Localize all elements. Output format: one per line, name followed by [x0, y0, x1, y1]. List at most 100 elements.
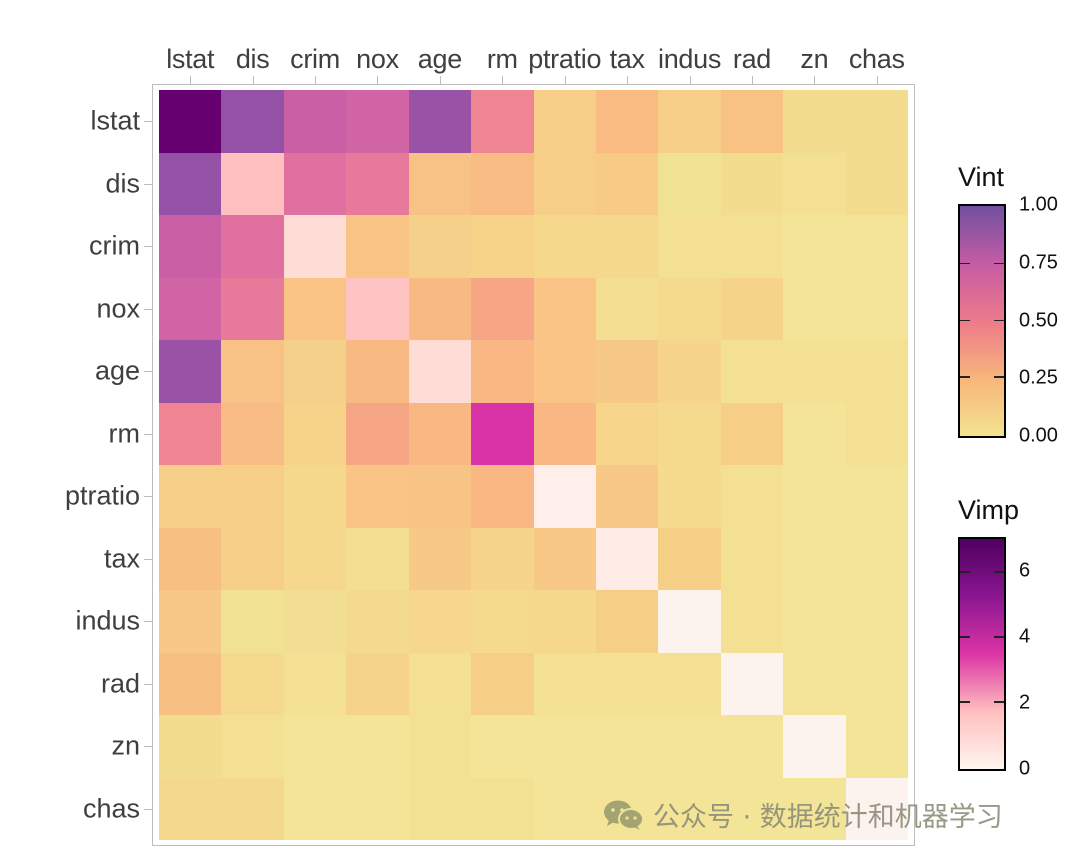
heatmap-cell [720, 777, 784, 840]
y-tick-label: tax [103, 543, 140, 574]
heatmap-cell [346, 215, 409, 278]
heatmap-cell [533, 652, 596, 715]
colorbar-tick-mark [960, 636, 970, 638]
heatmap-cell-diagonal [533, 465, 596, 528]
heatmap-cell [783, 340, 846, 403]
colorbar-tick-mark [960, 571, 970, 573]
y-tick-label: dis [105, 168, 140, 199]
heatmap-cell [533, 340, 596, 403]
y-tick-mark [144, 621, 152, 623]
x-tick-label: ptratio [528, 44, 602, 74]
heatmap-cell [783, 152, 846, 215]
heatmap-cell [720, 715, 784, 778]
colorbar-tick-label: 0.50 [1019, 309, 1058, 331]
legend-vint-title: Vint [958, 162, 1005, 192]
y-tick-mark [144, 308, 152, 310]
colorbar-tick-mark [994, 701, 1004, 703]
x-tick-label: dis [235, 44, 270, 74]
heatmap-cell [471, 715, 534, 778]
x-tick-label: crim [290, 44, 340, 74]
colorbar-tick-label: 0 [1019, 757, 1031, 780]
heatmap-cell [471, 340, 534, 403]
legend-vimp-colorbar [958, 537, 1006, 771]
colorbar-tick-label: 6 [1019, 559, 1031, 582]
heatmap-cell [221, 277, 284, 340]
heatmap-cell [658, 715, 721, 778]
heatmap-cell [283, 90, 347, 153]
x-tick-mark [876, 76, 878, 84]
heatmap-cell [221, 402, 284, 465]
heatmap-grid [159, 90, 908, 840]
heatmap-cell [845, 590, 908, 653]
heatmap-cell [658, 402, 721, 465]
heatmap-cell [595, 215, 659, 278]
colorbar-tick-label: 2 [1019, 691, 1031, 714]
heatmap-cell [221, 590, 284, 653]
heatmap-cell [658, 527, 721, 590]
heatmap-cell [408, 152, 472, 215]
x-tick-label: zn [800, 44, 829, 74]
heatmap-cell [533, 590, 596, 653]
heatmap-cell [595, 402, 659, 465]
heatmap-cell [221, 527, 284, 590]
y-tick-label: rad [100, 668, 140, 699]
x-tick-mark [315, 76, 317, 84]
heatmap-cell [159, 340, 222, 403]
heatmap-cell-diagonal [283, 215, 347, 278]
heatmap-cell [346, 590, 409, 653]
x-tick-label: chas [848, 44, 905, 74]
x-tick-mark [502, 76, 504, 84]
x-tick-label: nox [356, 44, 399, 74]
x-tick-mark [252, 76, 254, 84]
y-tick-label: indus [75, 605, 140, 636]
heatmap-cell [221, 715, 284, 778]
heatmap-cell [408, 215, 472, 278]
heatmap-cell [159, 465, 222, 528]
legend-vint-colorbar [958, 204, 1006, 438]
heatmap-cell-diagonal [783, 715, 846, 778]
heatmap-cell [720, 590, 784, 653]
heatmap-cell [408, 402, 472, 465]
heatmap-cell [845, 715, 908, 778]
heatmap-cell [720, 277, 784, 340]
heatmap-cell [471, 777, 534, 840]
heatmap-cell [658, 90, 721, 153]
heatmap-cell [533, 152, 596, 215]
heatmap-cell [783, 277, 846, 340]
heatmap-cell [845, 90, 908, 153]
heatmap-cell-diagonal [408, 340, 472, 403]
heatmap-cell [346, 715, 409, 778]
heatmap-cell [346, 652, 409, 715]
y-tick-label: zn [111, 730, 140, 761]
heatmap-cell [159, 777, 222, 840]
x-tick-mark [751, 76, 753, 84]
heatmap-cell [845, 402, 908, 465]
heatmap-cell [159, 152, 222, 215]
heatmap-cell [221, 652, 284, 715]
heatmap-cell [159, 715, 222, 778]
heatmap-cell [159, 215, 222, 278]
x-tick-mark [689, 76, 691, 84]
heatmap-cell [221, 90, 284, 153]
heatmap-cell [783, 777, 846, 840]
heatmap-cell [221, 777, 284, 840]
heatmap-cell [346, 90, 409, 153]
heatmap-cell [159, 277, 222, 340]
y-tick-mark [144, 808, 152, 810]
heatmap-cell [471, 527, 534, 590]
heatmap-cell-diagonal [720, 652, 784, 715]
colorbar-tick-mark [960, 262, 970, 265]
y-tick-mark [144, 371, 152, 373]
heatmap-cell [159, 402, 222, 465]
heatmap-cell [283, 277, 347, 340]
wechat-icon [603, 799, 645, 831]
heatmap-cell [658, 277, 721, 340]
heatmap-cell-diagonal [346, 277, 409, 340]
heatmap-cell [471, 590, 534, 653]
heatmap-cell [408, 715, 472, 778]
y-tick-mark [144, 121, 152, 123]
heatmap-cell [720, 465, 784, 528]
heatmap-cell [533, 90, 596, 153]
heatmap-cell [720, 340, 784, 403]
watermark: 公众号 · 数据统计和机器学习 [603, 795, 1003, 834]
